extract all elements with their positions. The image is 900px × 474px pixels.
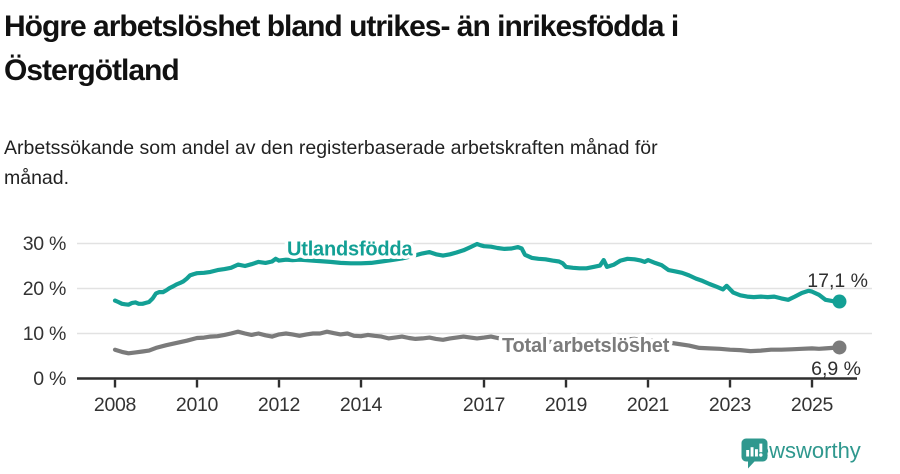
x-axis-labels: 2008 2010 2012 2014 2017 2019 2021 2023 2025 — [94, 394, 834, 416]
y-axis-labels: 0 % 10 % 20 % 30 % — [23, 233, 67, 390]
series-label-utlandsfodda: Utlandsfödda — [287, 239, 413, 261]
subtitle-line-2: månad. — [4, 167, 70, 189]
line-utlandsfodda — [112, 241, 842, 307]
y-tick-label: 10 % — [23, 323, 66, 345]
page-title: Högre arbetslöshet bland utrikes- än inr… — [4, 5, 864, 93]
x-tick-label: 2021 — [627, 394, 669, 416]
end-dot-utlandsfodda — [832, 294, 847, 309]
line-total-arbetsloshet — [112, 329, 842, 356]
x-tick-label: 2012 — [258, 394, 300, 416]
x-tick-label: 2023 — [709, 394, 751, 416]
x-axis — [77, 377, 857, 388]
x-tick-label: 2014 — [340, 394, 383, 416]
gridlines — [77, 242, 872, 335]
x-tick-label: 2019 — [545, 394, 587, 416]
subtitle-line-1: Arbetssökande som andel av den registerb… — [4, 137, 658, 159]
y-tick-label: 20 % — [23, 278, 66, 300]
y-tick-label: 30 % — [23, 233, 66, 255]
title-line-1: Högre arbetslöshet bland utrikes- än inr… — [4, 10, 679, 43]
chart-subtitle: Arbetssökande som andel av den registerb… — [4, 133, 864, 193]
x-tick-label: 2017 — [463, 394, 505, 416]
title-line-2: Östergötland — [4, 54, 180, 87]
series-label-total: Total arbetslöshet — [502, 335, 670, 357]
x-tick-label: 2025 — [791, 394, 834, 416]
x-tick-label: 2008 — [94, 394, 136, 416]
newsworthy-logo[interactable]: Newsworthy — [741, 438, 861, 469]
newsworthy-icon — [741, 438, 768, 469]
x-tick-label: 2010 — [176, 394, 219, 416]
end-value-total: 6,9 % — [811, 358, 861, 380]
end-value-utlandsfodda: 17,1 % — [807, 270, 868, 292]
y-tick-label: 0 % — [33, 368, 66, 390]
end-dot-total — [832, 340, 847, 355]
